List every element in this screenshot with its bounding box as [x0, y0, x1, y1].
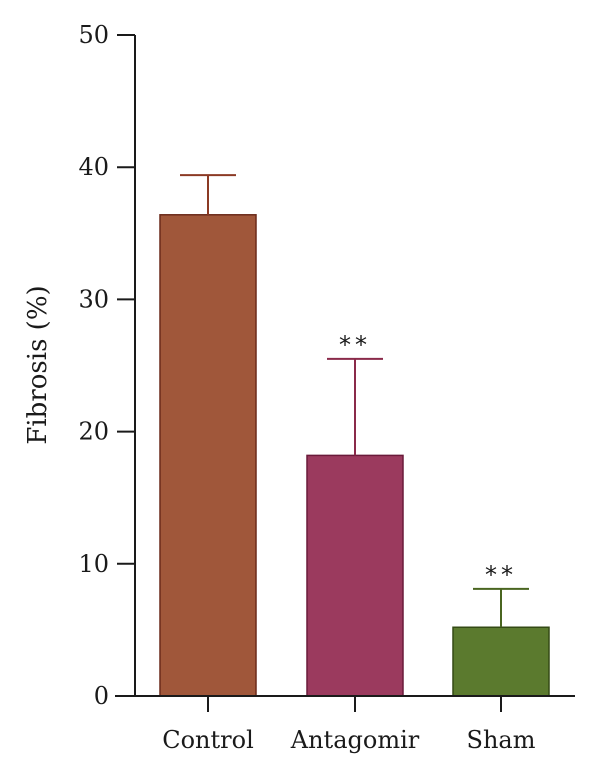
- x-tick-label-control: Control: [162, 726, 254, 754]
- bar-antagomir: [306, 454, 404, 697]
- bar-sham: [452, 626, 550, 697]
- significance-label-sham: **: [485, 561, 517, 589]
- labels: 0 10 20 30 40 50 Control Antagomir ** Sham **: [78, 21, 535, 754]
- y-axis-title: Fibrosis (%): [23, 285, 53, 444]
- x-tick-label-sham: Sham: [467, 726, 536, 754]
- x-tick-label-antagomir: Antagomir: [290, 726, 420, 754]
- y-tick-label: 50: [78, 21, 109, 49]
- y-tick-label: 40: [78, 153, 109, 181]
- bar-control: [159, 214, 257, 697]
- y-tick-label: 20: [78, 418, 109, 446]
- significance-label-antagomir: **: [339, 331, 371, 359]
- axes: [115, 34, 575, 712]
- y-tick-label: 10: [78, 550, 109, 578]
- bars-layer: [159, 174, 550, 697]
- y-tick-label: 30: [78, 285, 109, 313]
- y-tick-label: 0: [94, 682, 109, 710]
